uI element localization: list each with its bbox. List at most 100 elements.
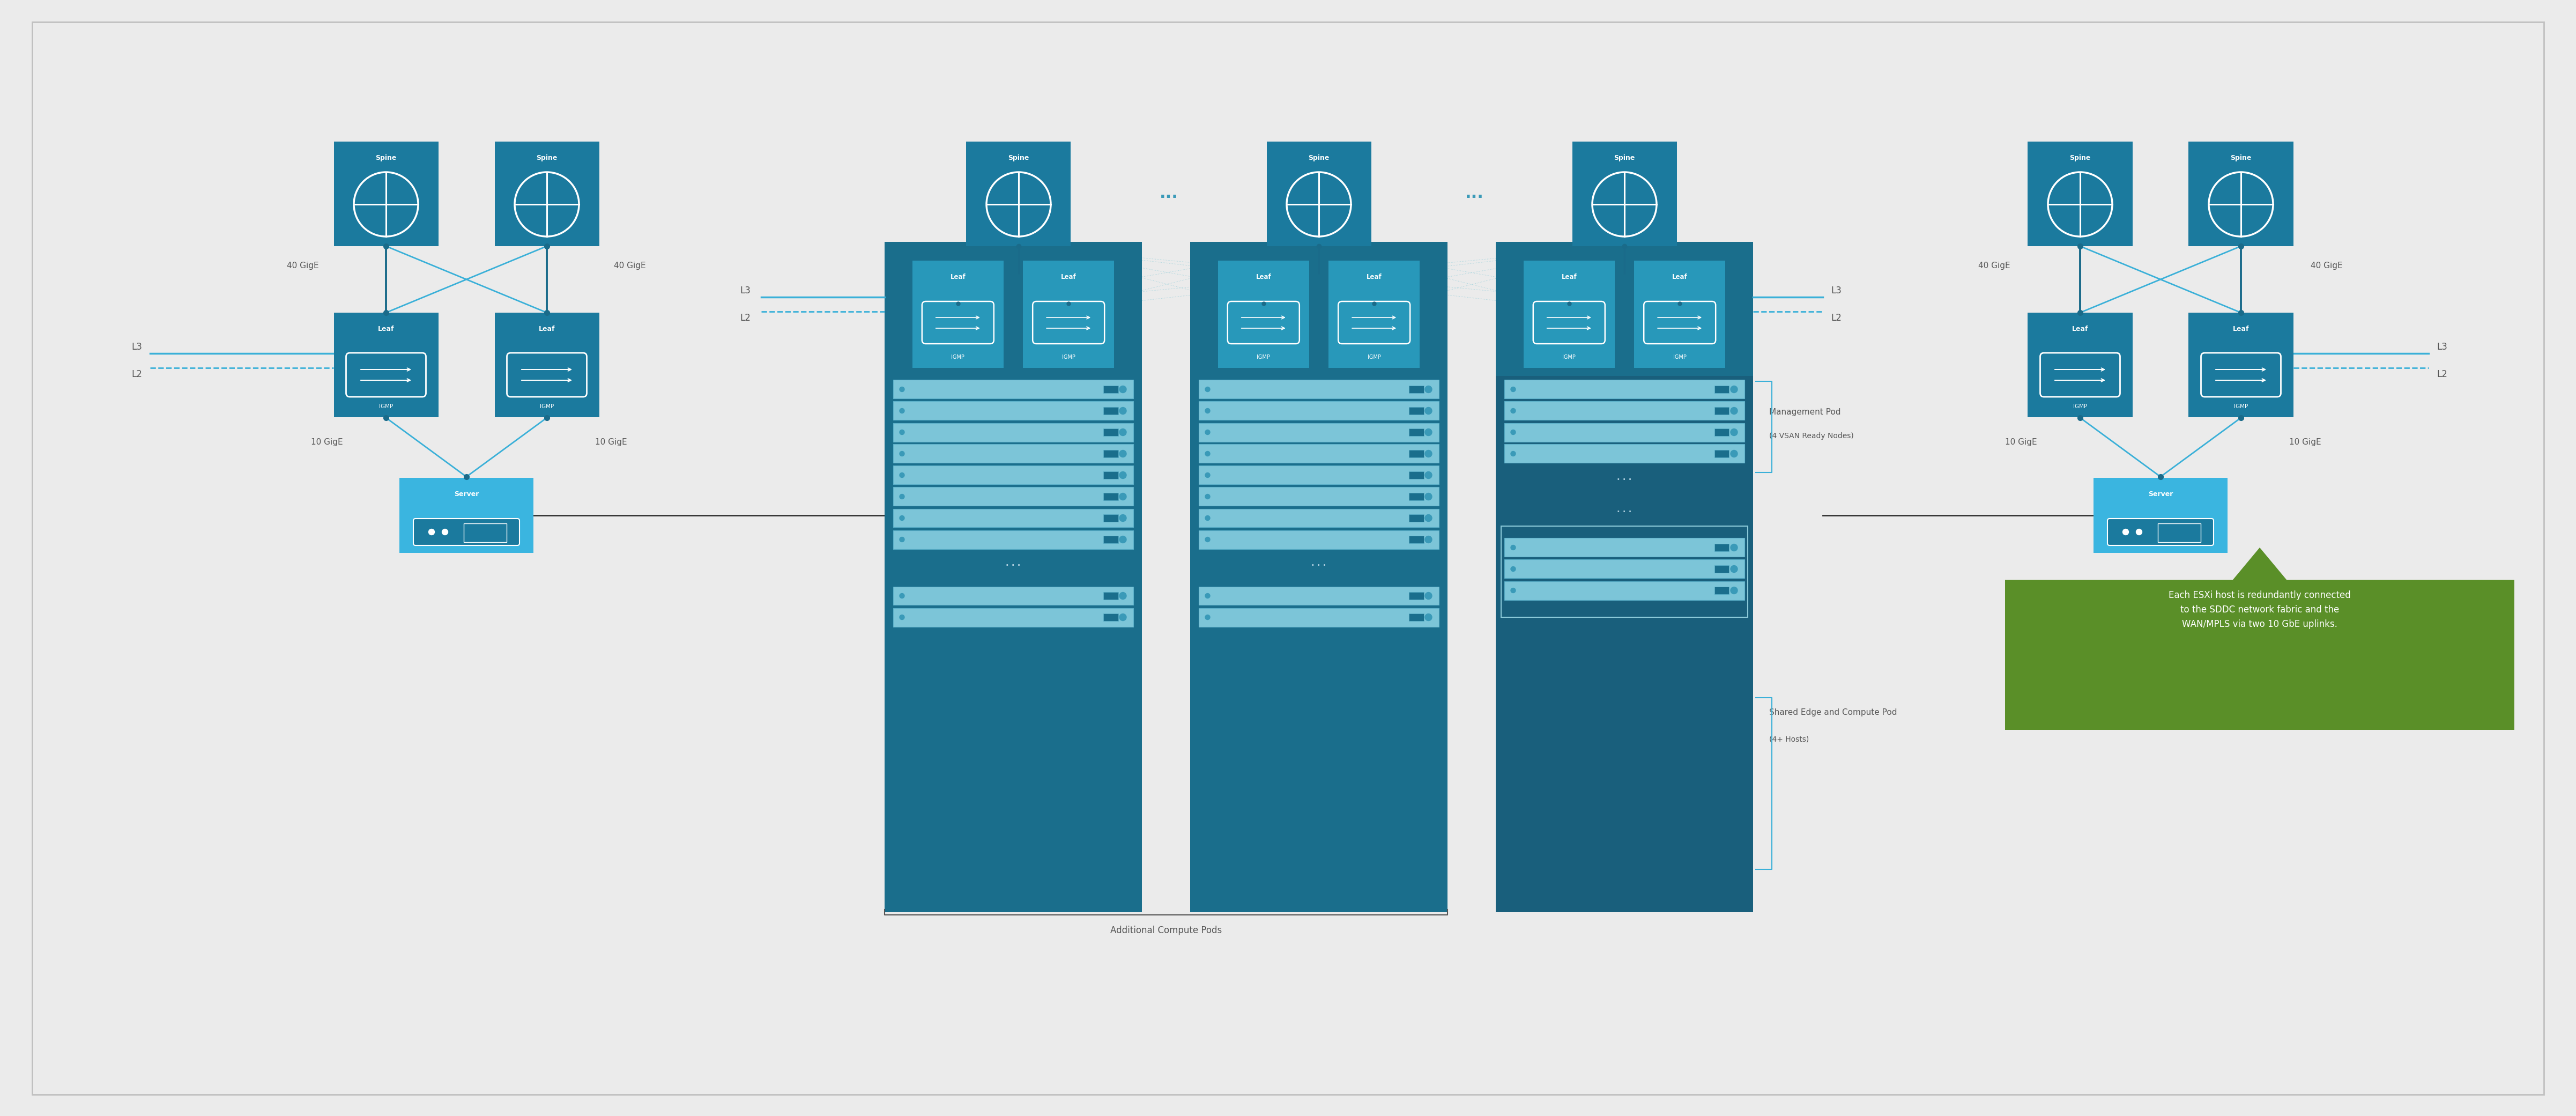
- FancyBboxPatch shape: [1267, 142, 1370, 246]
- FancyBboxPatch shape: [2190, 142, 2293, 246]
- FancyBboxPatch shape: [1103, 536, 1118, 543]
- FancyBboxPatch shape: [1198, 402, 1440, 421]
- FancyBboxPatch shape: [1409, 450, 1425, 458]
- Polygon shape: [2233, 548, 2287, 579]
- FancyBboxPatch shape: [884, 242, 1141, 376]
- FancyBboxPatch shape: [1409, 536, 1425, 543]
- Text: 10 GigE: 10 GigE: [2004, 437, 2038, 446]
- Circle shape: [1510, 387, 1515, 392]
- FancyBboxPatch shape: [894, 423, 1133, 442]
- FancyBboxPatch shape: [2004, 579, 2514, 730]
- Circle shape: [1121, 472, 1126, 479]
- Text: Spine: Spine: [2231, 155, 2251, 162]
- FancyBboxPatch shape: [894, 465, 1133, 484]
- FancyBboxPatch shape: [1103, 429, 1118, 436]
- FancyBboxPatch shape: [1504, 559, 1744, 578]
- Circle shape: [1731, 587, 1739, 594]
- FancyBboxPatch shape: [1198, 586, 1440, 605]
- FancyBboxPatch shape: [1522, 261, 1615, 368]
- Circle shape: [1510, 451, 1515, 456]
- FancyBboxPatch shape: [2107, 519, 2213, 546]
- FancyBboxPatch shape: [1504, 581, 1744, 599]
- FancyBboxPatch shape: [1198, 509, 1440, 528]
- FancyBboxPatch shape: [464, 523, 507, 542]
- FancyBboxPatch shape: [1497, 242, 1754, 912]
- Text: IGMP: IGMP: [1061, 355, 1074, 359]
- FancyBboxPatch shape: [1103, 450, 1118, 458]
- Text: Spine: Spine: [536, 155, 556, 162]
- Text: IGMP: IGMP: [1672, 355, 1687, 359]
- FancyBboxPatch shape: [1103, 593, 1118, 599]
- Circle shape: [443, 529, 448, 535]
- Text: Management Pod: Management Pod: [1770, 408, 1842, 416]
- FancyBboxPatch shape: [894, 402, 1133, 421]
- FancyBboxPatch shape: [1103, 614, 1118, 620]
- FancyBboxPatch shape: [1504, 379, 1744, 398]
- Circle shape: [428, 529, 435, 535]
- Circle shape: [1121, 407, 1126, 414]
- Text: L2: L2: [131, 369, 142, 379]
- FancyBboxPatch shape: [894, 488, 1133, 506]
- FancyBboxPatch shape: [912, 261, 1005, 368]
- FancyBboxPatch shape: [1198, 608, 1440, 627]
- Text: Spine: Spine: [2069, 155, 2092, 162]
- Text: Leaf: Leaf: [1061, 273, 1077, 280]
- FancyBboxPatch shape: [1198, 379, 1440, 398]
- FancyBboxPatch shape: [1023, 261, 1115, 368]
- FancyBboxPatch shape: [2027, 312, 2133, 417]
- FancyBboxPatch shape: [1103, 493, 1118, 500]
- Text: IGMP: IGMP: [1564, 355, 1577, 359]
- Text: IGMP: IGMP: [1368, 355, 1381, 359]
- FancyBboxPatch shape: [894, 586, 1133, 605]
- FancyBboxPatch shape: [894, 509, 1133, 528]
- Circle shape: [899, 537, 904, 542]
- FancyBboxPatch shape: [495, 142, 600, 246]
- Circle shape: [1425, 472, 1432, 479]
- Circle shape: [899, 594, 904, 598]
- FancyBboxPatch shape: [1409, 493, 1425, 500]
- FancyBboxPatch shape: [1504, 538, 1744, 557]
- Circle shape: [899, 451, 904, 456]
- Text: ...: ...: [1466, 186, 1484, 201]
- Text: Leaf: Leaf: [951, 273, 966, 280]
- FancyBboxPatch shape: [1198, 530, 1440, 549]
- FancyBboxPatch shape: [1198, 488, 1440, 506]
- FancyBboxPatch shape: [2159, 523, 2200, 542]
- Text: ...: ...: [1159, 186, 1177, 201]
- Circle shape: [1510, 588, 1515, 593]
- FancyBboxPatch shape: [1713, 565, 1728, 573]
- Circle shape: [1510, 430, 1515, 434]
- FancyBboxPatch shape: [1190, 242, 1448, 912]
- Circle shape: [1121, 386, 1126, 393]
- Text: Server: Server: [2148, 491, 2174, 498]
- FancyBboxPatch shape: [1198, 423, 1440, 442]
- Text: 10 GigE: 10 GigE: [595, 437, 626, 446]
- Circle shape: [1121, 593, 1126, 599]
- Text: Leaf: Leaf: [2233, 326, 2249, 333]
- Text: Leaf: Leaf: [1365, 273, 1381, 280]
- Text: IGMP: IGMP: [541, 404, 554, 410]
- Circle shape: [1121, 429, 1126, 435]
- FancyBboxPatch shape: [2094, 478, 2228, 552]
- Text: L2: L2: [1832, 314, 1842, 323]
- Circle shape: [1121, 536, 1126, 543]
- Circle shape: [1425, 514, 1432, 521]
- FancyBboxPatch shape: [1504, 444, 1744, 463]
- Circle shape: [1121, 514, 1126, 521]
- FancyBboxPatch shape: [1198, 444, 1440, 463]
- FancyBboxPatch shape: [2190, 312, 2293, 417]
- Text: 40 GigE: 40 GigE: [1978, 262, 2009, 270]
- FancyBboxPatch shape: [1198, 465, 1440, 484]
- FancyBboxPatch shape: [1409, 386, 1425, 393]
- Text: 40 GigE: 40 GigE: [286, 262, 319, 270]
- Text: L3: L3: [2437, 343, 2447, 352]
- Circle shape: [1731, 545, 1739, 551]
- Circle shape: [1206, 537, 1211, 542]
- FancyBboxPatch shape: [1329, 261, 1419, 368]
- FancyBboxPatch shape: [1713, 543, 1728, 551]
- Circle shape: [1510, 408, 1515, 413]
- FancyBboxPatch shape: [1409, 614, 1425, 620]
- Circle shape: [1206, 615, 1211, 619]
- FancyBboxPatch shape: [1103, 471, 1118, 479]
- Text: . . .: . . .: [1618, 474, 1631, 482]
